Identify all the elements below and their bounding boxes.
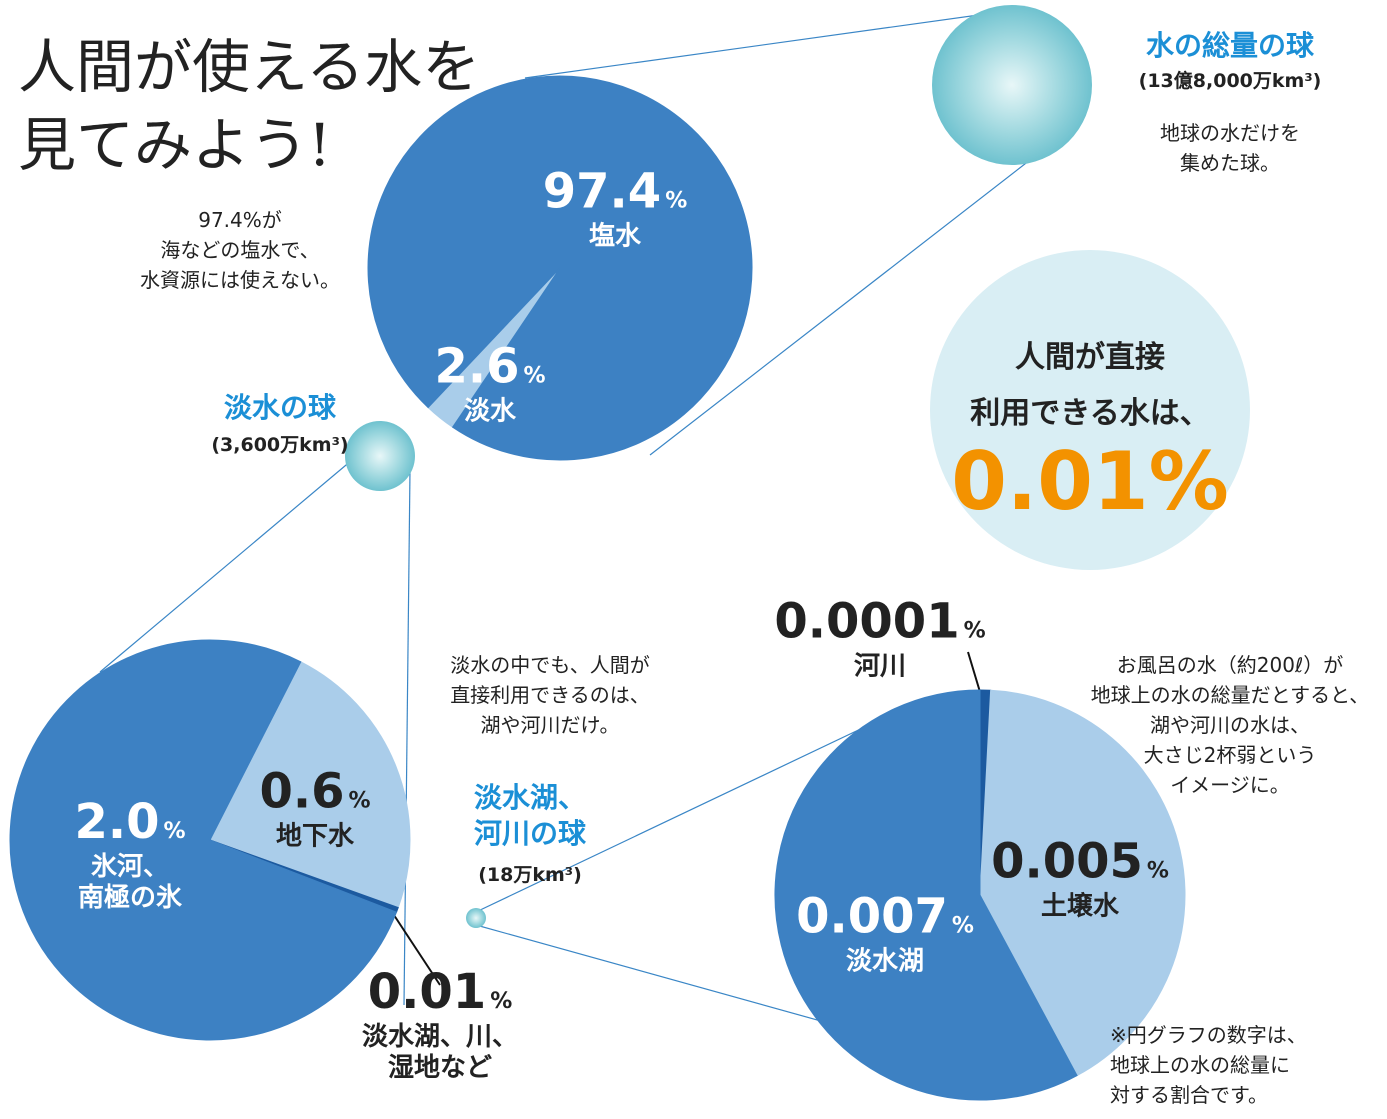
slice-label: 0.0001% 河川	[774, 593, 985, 682]
note: 淡水の中でも、人間が 直接利用できるのは、 湖や河川だけ。	[410, 650, 690, 740]
value-label: 97.4	[543, 163, 661, 219]
category-label: 地下水	[259, 821, 370, 852]
note: お風呂の水（約200ℓ）が 地球上の水の総量だとすると、 湖や河川の水は、 大さ…	[1070, 650, 1387, 800]
value-label: 0.007	[796, 888, 948, 944]
highlight-text: 人間が直接 利用できる水は、	[930, 330, 1250, 442]
category-label: 土壌水	[991, 891, 1169, 922]
note: 97.4%が 海などの塩水で、 水資源には使えない。	[110, 205, 370, 295]
sphere-name: 淡水湖、 河川の球	[410, 780, 650, 852]
slice-label: 97.4% 塩水	[543, 163, 687, 252]
value-label: 2.6	[434, 338, 519, 394]
category-label: 河川	[774, 651, 985, 682]
highlight-value: 0.01%	[930, 435, 1250, 528]
slice-label: 0.01% 淡水湖、川、 湿地など	[362, 964, 518, 1084]
unit-label: %	[348, 788, 370, 813]
unit-label: %	[952, 913, 974, 938]
value-label: 2.0	[74, 794, 159, 850]
value-label: 0.6	[259, 763, 344, 819]
value-label: 0.005	[991, 833, 1143, 889]
unit-label: %	[1147, 858, 1169, 883]
value-label: 0.01	[368, 964, 486, 1020]
slice-label: 0.007% 淡水湖	[796, 888, 974, 977]
footnote: ※円グラフの数字は、 地球上の水の総量に 対する割合です。	[1110, 1020, 1370, 1110]
category-label: 氷河、 南極の氷	[74, 852, 185, 914]
slice-label: 2.6% 淡水	[434, 338, 545, 427]
title: 人間が使える水を 見てみよう!	[18, 28, 480, 184]
sphere-volume: (3,600万km³)	[160, 430, 400, 457]
unit-label: %	[964, 618, 986, 643]
unit-label: %	[665, 188, 687, 213]
sphere-name: 水の総量の球	[1110, 28, 1350, 64]
unit-label: %	[163, 819, 185, 844]
slice-label: 0.6% 地下水	[259, 763, 370, 852]
slice-label: 0.005% 土壌水	[991, 833, 1169, 922]
value-label: 0.0001	[774, 593, 959, 649]
sphere-volume: (18万km³)	[410, 860, 650, 887]
slice-label: 2.0% 氷河、 南極の氷	[74, 794, 185, 914]
category-label: 淡水湖	[796, 946, 974, 977]
total-sphere	[932, 5, 1092, 165]
category-label: 淡水	[434, 396, 545, 427]
unit-label: %	[490, 989, 512, 1014]
category-label: 塩水	[543, 221, 687, 252]
sphere-volume: (13億8,000万km³)	[1110, 66, 1350, 93]
sphere-name: 淡水の球	[160, 390, 400, 426]
sphere-description: 地球の水だけを 集めた球。	[1110, 118, 1350, 178]
category-label: 淡水湖、川、 湿地など	[362, 1022, 518, 1084]
unit-label: %	[523, 363, 545, 388]
lake-sphere	[466, 908, 486, 928]
page: 人間が使える水を 見てみよう! 水の総量の球 (13億8,000万km³) 地球…	[0, 0, 1387, 1119]
